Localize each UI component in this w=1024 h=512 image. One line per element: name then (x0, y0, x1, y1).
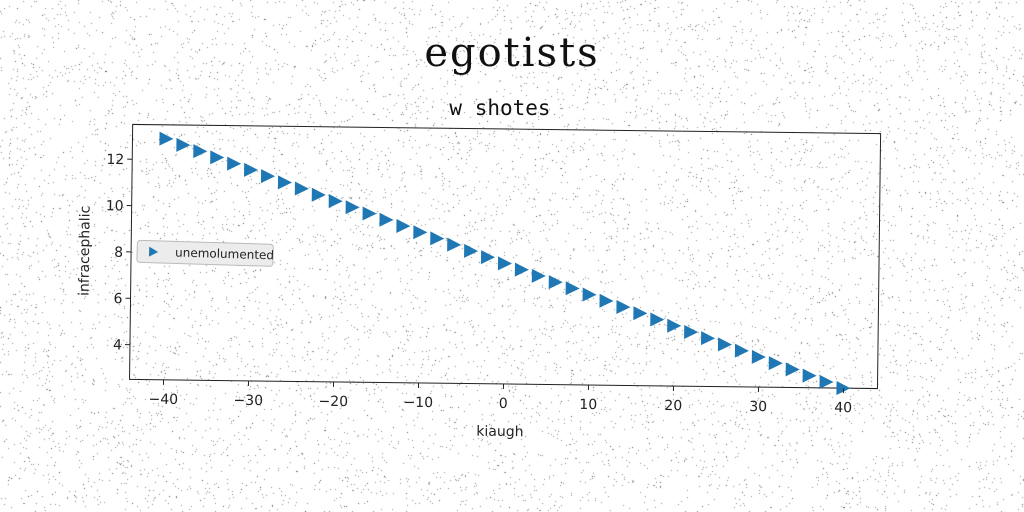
scatter-point (362, 206, 377, 221)
scatter-point (396, 218, 411, 233)
y-tick-label: 12 (106, 152, 124, 168)
legend: unemolumented (136, 239, 274, 267)
y-axis-ticks: 4 6 8 10 12 (106, 152, 133, 354)
scatter-point (379, 212, 394, 227)
scatter-point (210, 150, 225, 165)
x-tick-label: −10 (403, 395, 433, 411)
figure-suptitle: egotists (424, 30, 600, 76)
scatter-point (531, 268, 546, 283)
x-tick-label: −20 (318, 394, 348, 410)
scatter-point (277, 175, 292, 190)
scatter-point (700, 331, 716, 346)
x-tick-label: 0 (499, 396, 508, 412)
legend-box (136, 239, 274, 267)
scatter-point (159, 131, 174, 146)
scatter-point (311, 187, 326, 202)
legend-label: unemolumented (175, 245, 274, 262)
chart-title: w shotes (449, 96, 551, 120)
scatter-point (548, 275, 563, 290)
scatter-point (836, 381, 851, 396)
scatter-point (582, 287, 597, 302)
scatter-point (667, 318, 682, 333)
scatter-point (633, 306, 648, 321)
scatter-point (734, 343, 749, 358)
x-tick-label: −40 (148, 392, 178, 408)
scatter-point (464, 243, 479, 258)
x-tick-label: 20 (664, 398, 682, 414)
series-unemolumented (159, 131, 851, 396)
scatter-point (345, 200, 360, 215)
scatter-point (785, 362, 800, 377)
scatter-point (176, 137, 191, 152)
x-tick-label: 10 (579, 397, 597, 413)
scatter-point (244, 162, 259, 177)
scatter-point (294, 181, 309, 196)
scatter-point (819, 374, 834, 389)
scatter-point (751, 349, 766, 364)
y-tick-label: 8 (114, 245, 123, 261)
x-axis-label: kiaugh (476, 424, 523, 441)
scatter-point (616, 300, 631, 315)
scatter-point (717, 337, 733, 352)
scatter-point (430, 231, 445, 246)
scatter-point (565, 281, 580, 296)
scatter-point (480, 250, 496, 265)
scatter-point (514, 262, 529, 277)
scatter-point (599, 293, 614, 308)
scatter-point (260, 169, 276, 184)
scatter-point (328, 194, 343, 209)
scatter-point (497, 256, 512, 271)
y-tick-label: 10 (106, 198, 124, 214)
scatter-point (802, 368, 817, 383)
scatter-point (684, 324, 699, 339)
scatter-point (447, 237, 462, 252)
y-tick-label: 6 (113, 291, 122, 307)
scatter-point (650, 312, 665, 327)
y-axis-label: infracephalic (77, 206, 94, 296)
legend-marker (148, 246, 159, 257)
y-tick-label: 4 (113, 337, 122, 353)
scatter-point (227, 156, 242, 171)
x-tick-label: −30 (233, 393, 263, 409)
scatter-point (193, 144, 208, 159)
x-tick-label: 40 (834, 400, 852, 416)
scatter-point (768, 356, 783, 371)
scatter-point (413, 225, 428, 240)
x-tick-label: 30 (749, 399, 767, 415)
x-axis-ticks: −40 −30 −20 −10 0 10 20 30 40 (148, 379, 852, 416)
